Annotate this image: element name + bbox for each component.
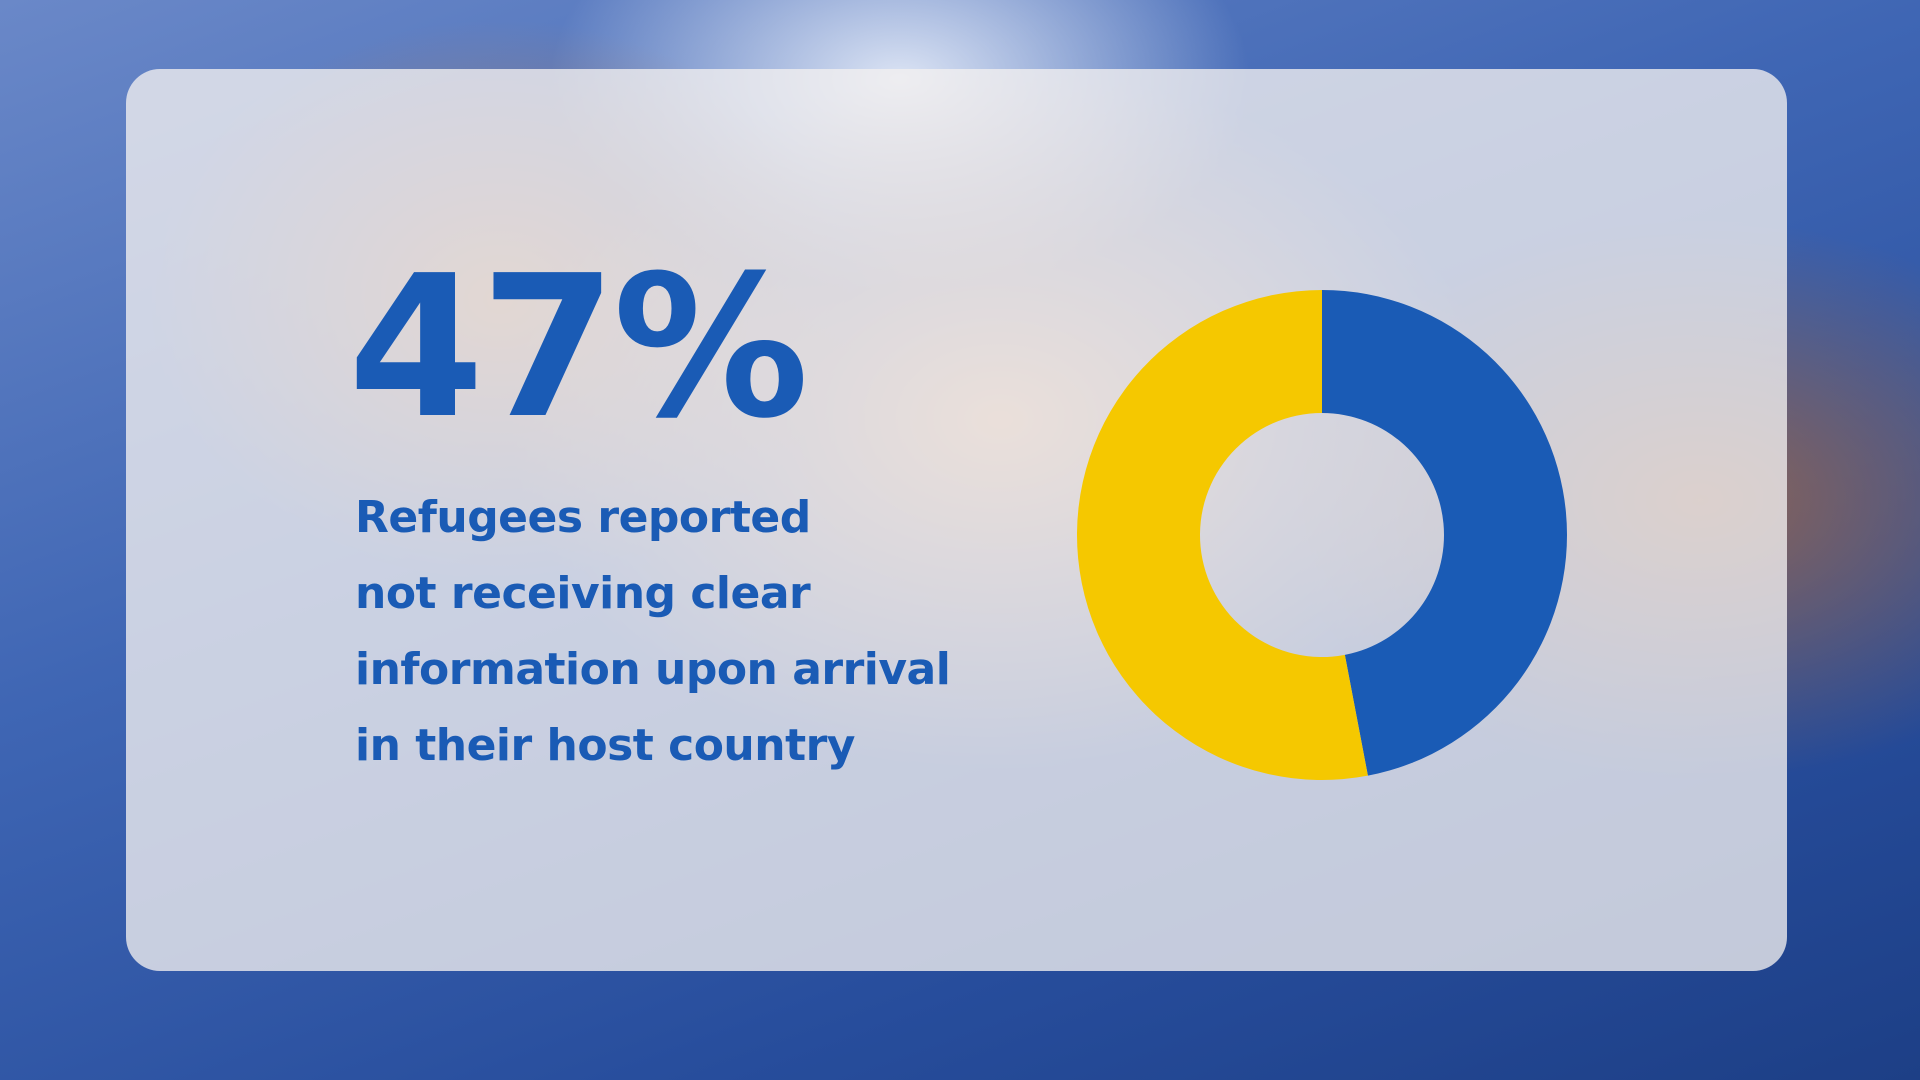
caption-line: in their host country [355, 720, 856, 771]
donut-segment [1077, 290, 1368, 780]
caption-line: Refugees reported [355, 492, 811, 543]
caption: Refugees reported not receiving clear info… [355, 480, 951, 784]
headline-value: 47% [348, 234, 809, 462]
caption-line: information upon arrival [355, 644, 951, 695]
donut-segment [1322, 289, 1568, 776]
caption-line: not receiving clear [355, 568, 811, 619]
